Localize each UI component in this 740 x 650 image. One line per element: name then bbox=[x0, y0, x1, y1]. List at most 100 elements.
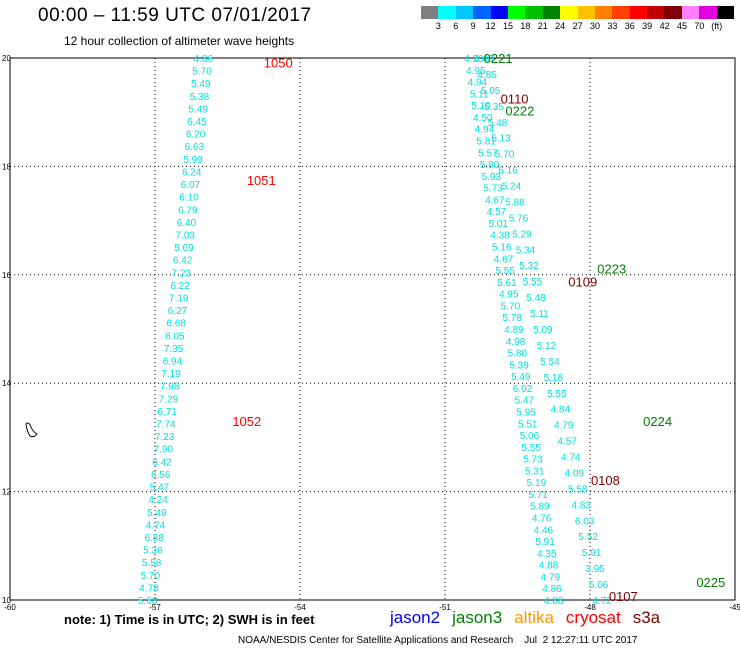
wave-height-label: 5.57 bbox=[478, 148, 498, 159]
satellite-legend-jason3: jason3 bbox=[452, 608, 503, 627]
wave-height-label: 5.38 bbox=[190, 92, 210, 103]
wave-height-label: 6.16 bbox=[498, 166, 518, 177]
color-swatch bbox=[473, 6, 491, 19]
wave-height-label: 5.68 bbox=[138, 596, 158, 607]
wave-height-label: 5.47 bbox=[150, 483, 170, 494]
color-swatch bbox=[699, 6, 717, 19]
wave-height-label: 5.91 bbox=[535, 537, 555, 548]
satellite-legend-s3a: s3a bbox=[632, 608, 661, 627]
wave-height-label: 5.10 bbox=[471, 101, 491, 112]
wave-height-label: 4.98 bbox=[506, 337, 526, 348]
wave-height-label: 7.23 bbox=[155, 432, 175, 443]
wave-height-label: 4.67 bbox=[494, 254, 514, 265]
wave-height-label: 5.11 bbox=[470, 89, 489, 100]
color-scale-label: 33 bbox=[607, 21, 618, 31]
wave-height-label: 5.35 bbox=[484, 102, 504, 113]
wave-height-label: 5.16 bbox=[492, 243, 512, 254]
wave-height-label: 4.85 bbox=[477, 70, 497, 81]
wave-height-label: 4.57 bbox=[558, 437, 578, 448]
wave-height-label: 5.49 bbox=[188, 104, 208, 115]
x-tick-label: -48 bbox=[584, 603, 596, 612]
satellite-legend-altika: altika bbox=[514, 608, 554, 627]
pass-number-label: 0221 bbox=[484, 51, 513, 66]
pass-number-label: 0223 bbox=[597, 261, 626, 276]
wave-height-label: 4.74 bbox=[146, 520, 166, 531]
wave-height-label: 4.86 bbox=[194, 54, 214, 65]
satellite-legend-cryosat: cryosat bbox=[565, 608, 621, 627]
wave-height-label: 5.49 bbox=[511, 372, 531, 383]
wave-height-label: 7.19 bbox=[161, 369, 181, 380]
wave-height-label: 4.94 bbox=[468, 78, 488, 89]
wave-height-label: 5.58 bbox=[568, 484, 588, 495]
wave-height-label: 4.88 bbox=[544, 596, 564, 607]
color-scale-label: 42 bbox=[659, 21, 670, 31]
color-scale-label: 70 bbox=[694, 21, 705, 31]
wave-height-label: 5.19 bbox=[527, 478, 547, 489]
wave-height-label: 4.89 bbox=[504, 325, 524, 336]
wave-height-label: 5.09 bbox=[533, 325, 553, 336]
wave-height-label: 5.36 bbox=[143, 546, 163, 557]
wave-height-label: 5.49 bbox=[147, 508, 167, 519]
wave-height-label: 5.81 bbox=[476, 136, 496, 147]
color-scale-label: 39 bbox=[642, 21, 653, 31]
wave-height-label: 4.74 bbox=[561, 453, 581, 464]
wave-height-label: 5.13 bbox=[491, 134, 511, 145]
wave-height-label: 5.51 bbox=[518, 419, 538, 430]
color-scale-label: 6 bbox=[453, 21, 459, 31]
color-scale-label: (ft) bbox=[711, 21, 723, 31]
wave-height-label: 5.05 bbox=[481, 86, 501, 97]
wave-height-label: 5.69 bbox=[174, 243, 194, 254]
wave-height-label: 5.73 bbox=[483, 184, 503, 195]
pass-number-label: 0108 bbox=[591, 473, 620, 488]
wave-height-label: 6.79 bbox=[178, 205, 198, 216]
color-swatch bbox=[681, 6, 700, 19]
plot-frame bbox=[9, 57, 736, 601]
color-swatch bbox=[507, 6, 526, 19]
wave-height-label: 5.48 bbox=[488, 118, 508, 129]
pass-number-label: 0107 bbox=[609, 589, 638, 604]
pass-number-label: 0110 bbox=[501, 92, 529, 107]
y-tick-label: 10 bbox=[2, 596, 11, 605]
wave-height-label: 5.93 bbox=[482, 172, 502, 183]
color-scale-label: 36 bbox=[624, 21, 635, 31]
wave-height-label: 4.57 bbox=[487, 207, 507, 218]
wave-height-label: 5.12 bbox=[537, 341, 557, 352]
wave-height-label: 5.99 bbox=[183, 155, 203, 166]
color-scale-label: 21 bbox=[537, 21, 548, 31]
wave-height-label: 7.90 bbox=[154, 445, 174, 456]
wave-height-label: 6.71 bbox=[157, 407, 177, 418]
wave-height-label: 7.29 bbox=[159, 394, 179, 405]
wave-height-label: 6.10 bbox=[179, 193, 199, 204]
pass-number-label: 1050 bbox=[264, 55, 293, 70]
color-swatch bbox=[647, 6, 665, 19]
wave-height-label: 6.88 bbox=[144, 533, 164, 544]
wave-height-label: 4.35 bbox=[537, 549, 557, 560]
wave-height-label: 5.55 bbox=[547, 389, 567, 400]
color-scale-label: 18 bbox=[520, 21, 531, 31]
color-swatch bbox=[421, 6, 439, 19]
units-note: note: 1) Time is in UTC; 2) SWH is in fe… bbox=[64, 612, 315, 627]
wave-height-label: 4.83 bbox=[571, 500, 591, 511]
x-tick-label: -57 bbox=[149, 603, 161, 612]
wave-height-label: 5.70 bbox=[141, 571, 161, 582]
color-scale-bar bbox=[421, 6, 735, 19]
wave-height-label: 5.73 bbox=[523, 455, 543, 466]
y-tick-label: 12 bbox=[2, 488, 11, 497]
wave-height-label: 4.46 bbox=[534, 525, 554, 536]
wave-height-label: 5.24 bbox=[502, 182, 522, 193]
wave-height-label: 5.31 bbox=[525, 466, 545, 477]
y-tick-label: 20 bbox=[2, 54, 11, 63]
satellite-legend: jason2 jason3 altika cryosat s3a bbox=[390, 608, 672, 628]
color-swatch bbox=[490, 6, 508, 19]
color-swatch bbox=[629, 6, 648, 19]
color-scale-label: 45 bbox=[676, 21, 688, 31]
pass-number-label: 0225 bbox=[696, 575, 725, 590]
wave-height-label: 6.42 bbox=[152, 457, 172, 468]
x-tick-label: -54 bbox=[294, 603, 306, 612]
color-swatch bbox=[455, 6, 474, 19]
wave-height-label: 4.88 bbox=[539, 561, 559, 572]
wave-height-label: 4.84 bbox=[551, 405, 571, 416]
wave-height-label: 4.09 bbox=[564, 468, 584, 479]
color-swatch bbox=[560, 6, 578, 19]
